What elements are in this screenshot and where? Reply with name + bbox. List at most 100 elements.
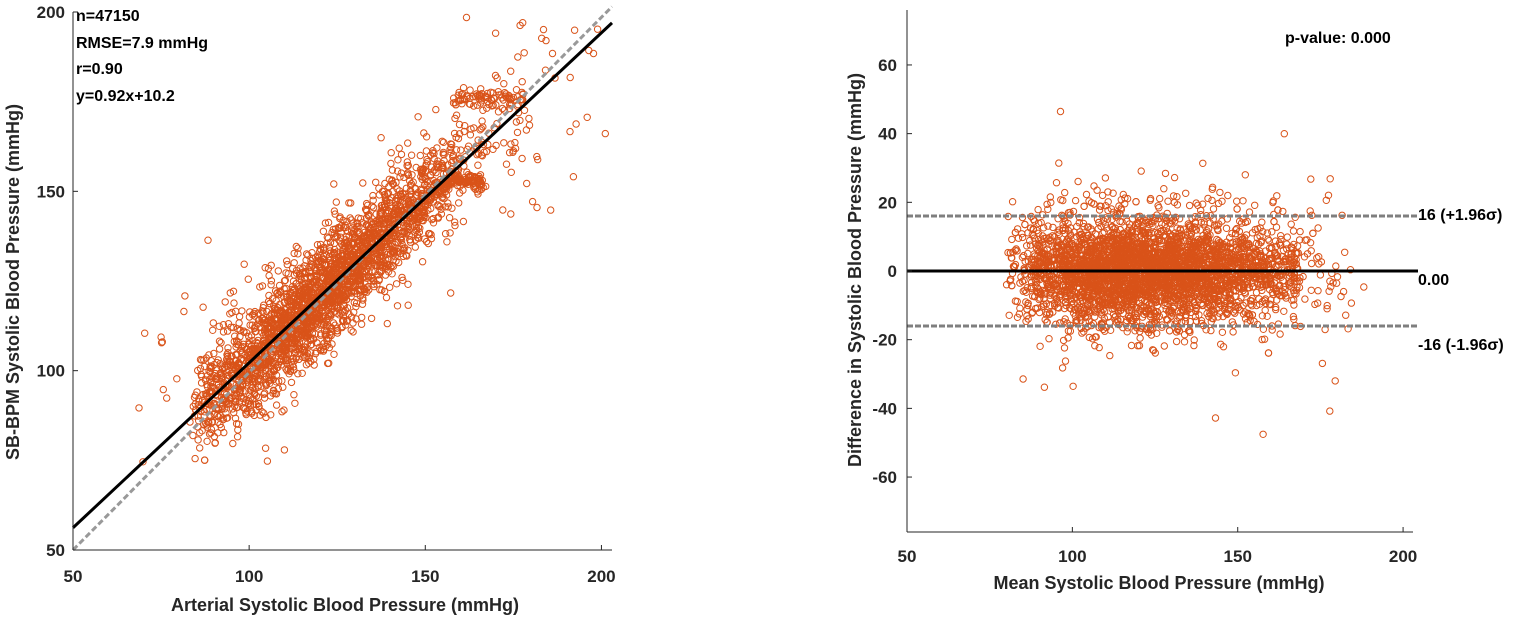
data-point: [1140, 310, 1148, 319]
data-point: [264, 297, 273, 306]
data-point: [381, 238, 389, 246]
data-point: [1232, 226, 1240, 234]
data-point: [436, 202, 444, 211]
data-point: [357, 320, 366, 328]
data-point: [139, 458, 147, 466]
data-point: [189, 431, 197, 440]
data-point: [221, 298, 229, 306]
data-point: [525, 114, 533, 123]
data-point: [329, 248, 338, 257]
data-point: [1210, 308, 1219, 316]
data-point: [339, 285, 348, 294]
data-point: [282, 359, 291, 367]
data-point: [319, 227, 328, 236]
data-point: [422, 147, 431, 155]
data-point: [354, 214, 362, 222]
data-point: [1090, 182, 1098, 190]
data-point: [379, 220, 387, 229]
data-point: [1074, 177, 1082, 186]
data-point: [326, 270, 335, 279]
data-point: [274, 385, 282, 393]
data-point: [332, 198, 340, 206]
data-point: [407, 151, 416, 159]
data-point: [245, 340, 253, 348]
data-point: [1106, 351, 1114, 360]
data-point: [332, 287, 340, 296]
data-point: [305, 318, 313, 326]
data-point: [1185, 201, 1194, 210]
data-point: [406, 177, 414, 185]
data-point: [1218, 217, 1226, 225]
data-point: [1008, 198, 1017, 206]
data-point: [260, 390, 268, 398]
data-point: [362, 199, 371, 208]
data-point: [268, 352, 277, 360]
data-point: [1268, 326, 1276, 334]
data-point: [359, 243, 368, 252]
data-point: [406, 187, 415, 195]
data-point: [466, 86, 474, 94]
data-point: [1013, 225, 1022, 233]
data-point: [1100, 246, 1108, 255]
data-point: [479, 183, 487, 191]
data-point: [265, 271, 273, 280]
data-point: [259, 364, 267, 372]
data-point: [298, 346, 307, 354]
data-point: [230, 374, 238, 382]
data-point: [325, 343, 334, 352]
data-point: [452, 133, 460, 142]
data-point: [230, 408, 238, 417]
data-point: [507, 210, 515, 218]
data-point: [135, 404, 143, 412]
data-point: [141, 329, 149, 337]
data-point: [404, 301, 412, 309]
data-point: [394, 156, 402, 164]
data-point: [1199, 159, 1207, 168]
data-point: [1271, 237, 1280, 245]
data-point: [542, 36, 550, 45]
data-point: [1208, 196, 1216, 205]
data-point: [280, 406, 288, 414]
data-point: [547, 206, 555, 214]
data-point: [411, 243, 419, 251]
data-point: [240, 328, 248, 336]
data-point: [436, 189, 444, 198]
data-point: [388, 166, 397, 174]
data-point: [365, 286, 373, 294]
data-point: [325, 277, 333, 285]
data-point: [523, 179, 531, 188]
data-point: [1119, 323, 1127, 332]
data-point: [1295, 236, 1304, 244]
data-point: [360, 284, 368, 293]
data-point: [289, 264, 297, 273]
data-point: [474, 161, 482, 169]
data-point: [265, 377, 273, 385]
x-tick-label: 150: [411, 567, 439, 586]
data-point: [325, 359, 333, 367]
data-point: [291, 348, 300, 356]
data-point: [416, 224, 424, 233]
data-point: [159, 385, 168, 394]
data-point: [294, 327, 302, 335]
data-point: [350, 233, 359, 242]
data-point: [441, 203, 449, 211]
data-point: [181, 292, 189, 300]
data-point: [1276, 330, 1284, 338]
data-point: [1307, 259, 1316, 268]
data-point: [404, 197, 413, 205]
data-point: [1218, 328, 1227, 336]
data-point: [158, 338, 167, 346]
data-point: [342, 295, 351, 303]
data-point: [343, 288, 352, 296]
data-point: [404, 221, 412, 229]
data-point: [589, 49, 598, 58]
data-point: [1272, 305, 1280, 314]
data-point: [245, 375, 254, 383]
data-point: [444, 203, 452, 211]
data-point: [267, 261, 275, 269]
data-point: [281, 276, 289, 284]
data-point: [476, 91, 484, 100]
data-point: [323, 233, 331, 241]
data-point: [215, 322, 223, 330]
